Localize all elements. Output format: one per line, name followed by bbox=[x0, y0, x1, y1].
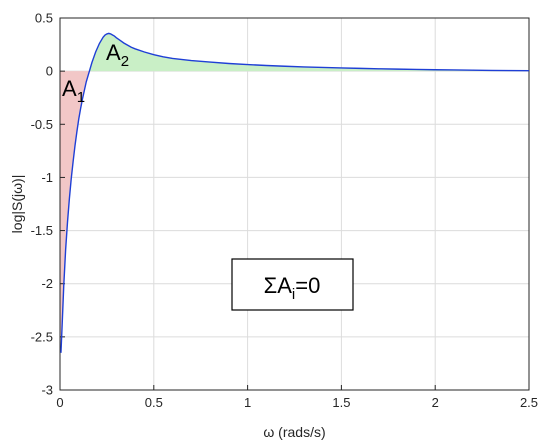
x-tick-label: 1 bbox=[244, 395, 251, 410]
plot-frame bbox=[59, 17, 530, 391]
y-tick-label: -3 bbox=[41, 383, 53, 398]
x-tick-label: 2.5 bbox=[520, 395, 538, 410]
y-tick-label: -2.5 bbox=[31, 329, 53, 344]
y-tick-label: 0 bbox=[46, 64, 53, 79]
y-axis-label: log|S(jω)| bbox=[9, 175, 25, 234]
annotation-a1-main: A bbox=[62, 76, 77, 101]
x-tick-label: 1.5 bbox=[332, 395, 350, 410]
y-tick-label: -0.5 bbox=[31, 117, 53, 132]
x-tick-label: 0.5 bbox=[145, 395, 163, 410]
x-axis-label: ω (rads/s) bbox=[263, 424, 325, 440]
y-tick-label: -1.5 bbox=[31, 223, 53, 238]
sum-box-tail: =0 bbox=[295, 273, 320, 298]
annotation-a2: A2 bbox=[106, 40, 129, 70]
annotation-a1-sub: 1 bbox=[77, 89, 85, 106]
y-tick-label: 0.5 bbox=[35, 11, 53, 26]
sum-box-sub: i bbox=[292, 286, 295, 303]
series-line bbox=[60, 32, 530, 353]
annotation-a2-main: A bbox=[106, 40, 121, 65]
y-tick-label: -2 bbox=[41, 276, 53, 291]
sum-box-frame bbox=[231, 258, 354, 311]
annotation-a2-sub: 2 bbox=[121, 53, 129, 70]
sum-box: ΣAi=0 bbox=[231, 258, 354, 311]
x-axis-ticks: 0 0.5 1 1.5 2 2.5 bbox=[56, 385, 538, 410]
positive-area-fill bbox=[89, 33, 530, 72]
y-axis-ticks: 0.5 0 -0.5 -1 -1.5 -2 -2.5 -3 bbox=[31, 11, 65, 398]
annotation-a1: A1 bbox=[62, 76, 85, 106]
negative-area-fill bbox=[60, 71, 90, 353]
y-tick-label: -1 bbox=[41, 170, 53, 185]
x-tick-label: 2 bbox=[432, 395, 439, 410]
grid bbox=[60, 18, 529, 390]
sum-box-text: ΣAi=0 bbox=[264, 273, 321, 303]
x-tick-label: 0 bbox=[56, 395, 63, 410]
sum-box-main: ΣA bbox=[264, 273, 293, 298]
